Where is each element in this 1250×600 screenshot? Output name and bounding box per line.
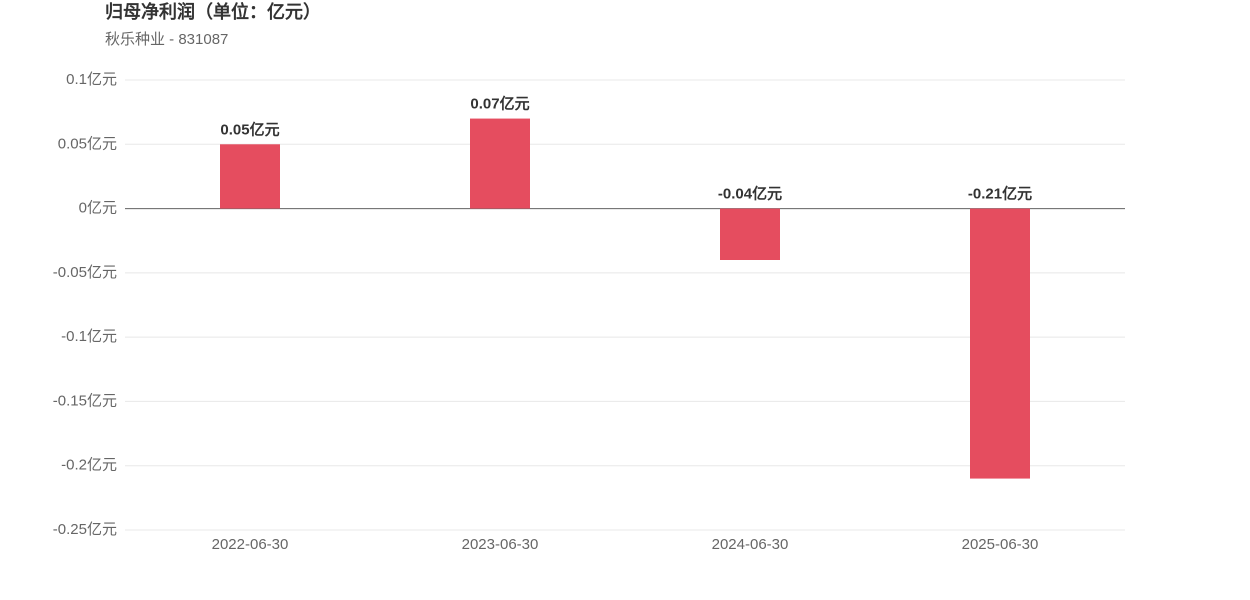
x-tick-label: 2022-06-30: [212, 536, 289, 553]
bar: [470, 118, 530, 209]
x-tick-label: 2023-06-30: [462, 536, 539, 553]
x-tick-label: 2025-06-30: [962, 536, 1039, 553]
x-tick-label: 2024-06-30: [712, 536, 789, 553]
y-tick-label: -0.1亿元: [61, 328, 117, 345]
y-tick-label: -0.25亿元: [53, 521, 117, 538]
value-label: 0.05亿元: [220, 120, 279, 138]
y-tick-label: -0.05亿元: [53, 264, 117, 281]
y-tick-label: 0亿元: [79, 200, 117, 217]
bar: [220, 144, 280, 209]
bar: [970, 208, 1030, 479]
y-tick-label: 0.05亿元: [58, 135, 117, 152]
value-label: 0.07亿元: [470, 95, 529, 113]
value-label: -0.21亿元: [968, 185, 1032, 203]
y-tick-label: -0.15亿元: [53, 392, 117, 409]
chart-subtitle: 秋乐种业 - 831087: [105, 31, 228, 48]
y-tick-label: 0.1亿元: [66, 71, 117, 88]
y-tick-label: -0.2亿元: [61, 457, 117, 474]
bar: [720, 208, 780, 260]
chart-title: 归母净利润（单位：亿元）: [105, 1, 321, 22]
value-label: -0.04亿元: [718, 185, 782, 203]
